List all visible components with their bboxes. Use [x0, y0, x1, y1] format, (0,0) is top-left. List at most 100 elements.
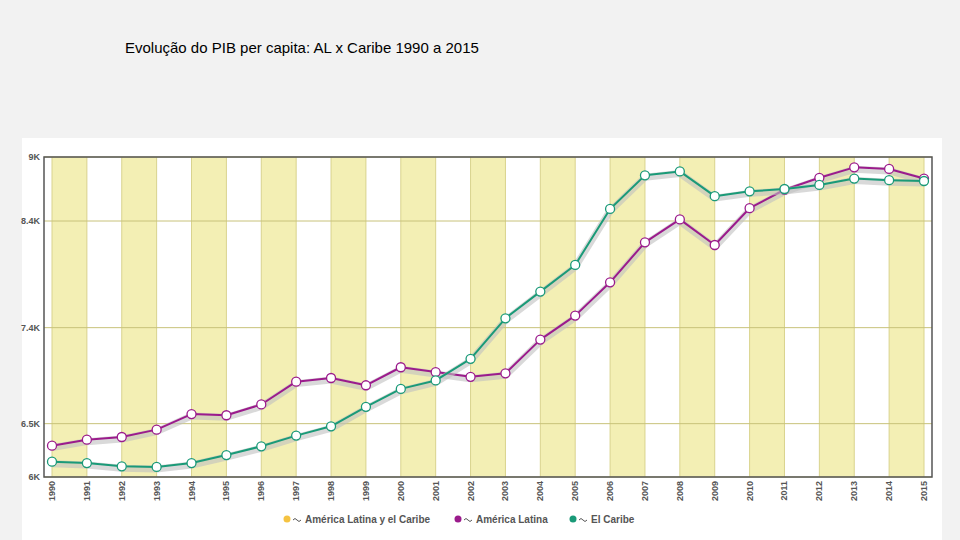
x-tick-label: 2000: [396, 481, 406, 501]
point[interactable]: [396, 363, 405, 372]
x-grid-line: [854, 157, 855, 477]
point[interactable]: [431, 376, 440, 385]
band: [471, 157, 506, 477]
y-tick-label: 8.4K: [21, 216, 41, 226]
legend-label[interactable]: América Latina y el Caribe: [305, 514, 430, 525]
point[interactable]: [48, 457, 57, 466]
x-tick-label: 1993: [152, 481, 162, 501]
point[interactable]: [117, 462, 126, 471]
marks: [48, 163, 929, 472]
point[interactable]: [327, 374, 336, 383]
point[interactable]: [82, 435, 91, 444]
point[interactable]: [885, 164, 894, 173]
x-tick-label: 2012: [814, 481, 824, 501]
point[interactable]: [292, 377, 301, 386]
x-grid-line: [365, 157, 366, 477]
point[interactable]: [466, 372, 475, 381]
x-tick-label: 2011: [779, 481, 789, 501]
point[interactable]: [675, 215, 684, 224]
point[interactable]: [606, 204, 615, 213]
background: [0, 0, 960, 540]
line-shadow: [52, 173, 924, 469]
x-grid-line: [52, 157, 53, 477]
legend-icon: [579, 519, 587, 522]
point[interactable]: [48, 441, 57, 450]
x-tick-label: 2003: [500, 481, 510, 501]
point[interactable]: [780, 185, 789, 194]
point[interactable]: [501, 369, 510, 378]
bands: [52, 157, 924, 477]
band: [819, 157, 854, 477]
x-grid-line: [784, 157, 785, 477]
point[interactable]: [920, 177, 929, 186]
line: [52, 171, 924, 467]
x-tick-label: 1996: [256, 481, 266, 501]
point[interactable]: [361, 381, 370, 390]
chart-panel: [22, 138, 942, 540]
x-tick-label: 2010: [745, 481, 755, 501]
x-grid-line: [400, 157, 401, 477]
y-tick-label: 9K: [28, 152, 40, 162]
point[interactable]: [710, 241, 719, 250]
y-grid-line: [44, 221, 932, 222]
point[interactable]: [745, 187, 754, 196]
x-grid-line: [470, 157, 471, 477]
title: Evolução do PIB per capita: AL x Caribe …: [125, 39, 479, 56]
point[interactable]: [606, 278, 615, 287]
point[interactable]: [571, 311, 580, 320]
x-tick-label: 2015: [919, 481, 929, 501]
point[interactable]: [187, 459, 196, 468]
x-grid-line: [191, 157, 192, 477]
line-shadow: [52, 169, 924, 447]
point[interactable]: [292, 431, 301, 440]
band: [192, 157, 227, 477]
band: [680, 157, 715, 477]
point[interactable]: [640, 238, 649, 247]
legend-label[interactable]: América Latina: [476, 514, 548, 525]
point[interactable]: [222, 451, 231, 460]
point[interactable]: [536, 335, 545, 344]
point[interactable]: [850, 163, 859, 172]
x-tick-label: 1992: [117, 481, 127, 501]
y-tick-label: 6.5K: [21, 419, 41, 429]
point[interactable]: [117, 433, 126, 442]
band: [261, 157, 296, 477]
legend-label[interactable]: El Caribe: [591, 514, 635, 525]
point[interactable]: [327, 422, 336, 431]
point[interactable]: [571, 260, 580, 269]
band: [401, 157, 436, 477]
legend: América Latina y el Caribe América Latina…: [284, 514, 635, 525]
x-tick-label: 2006: [605, 481, 615, 501]
point[interactable]: [850, 174, 859, 183]
point[interactable]: [82, 459, 91, 468]
point[interactable]: [466, 354, 475, 363]
point[interactable]: [640, 171, 649, 180]
point[interactable]: [780, 185, 789, 194]
point[interactable]: [257, 400, 266, 409]
x-grid-line: [296, 157, 297, 477]
point[interactable]: [501, 314, 510, 323]
point[interactable]: [710, 192, 719, 201]
chart: Evolução do PIB per capita: AL x Caribe …: [0, 0, 960, 540]
point[interactable]: [257, 442, 266, 451]
x-tick-label: 2013: [849, 481, 859, 501]
point[interactable]: [361, 402, 370, 411]
legend-icon: [293, 519, 301, 522]
legend-dot: [455, 516, 462, 523]
y-grid-line: [44, 327, 932, 328]
point[interactable]: [675, 167, 684, 176]
point[interactable]: [222, 411, 231, 420]
point[interactable]: [152, 425, 161, 434]
legend-dot: [570, 516, 577, 523]
point[interactable]: [815, 180, 824, 189]
point[interactable]: [745, 204, 754, 213]
point[interactable]: [396, 384, 405, 393]
point[interactable]: [885, 176, 894, 185]
point[interactable]: [187, 410, 196, 419]
point[interactable]: [536, 287, 545, 296]
x-grid-line: [226, 157, 227, 477]
point[interactable]: [152, 462, 161, 471]
x-tick-label: 1990: [47, 481, 57, 501]
point[interactable]: [431, 368, 440, 377]
x-grid-line: [540, 157, 541, 477]
